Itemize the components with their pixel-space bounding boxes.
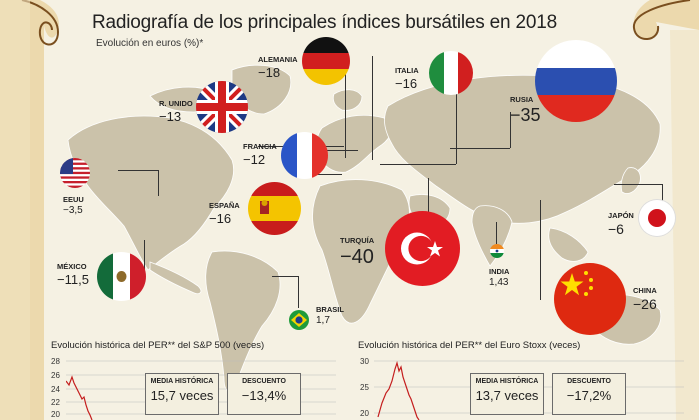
sp500-descuento-box: DESCUENTO −13,4% (227, 373, 301, 415)
sp500-y-tick: 22 (51, 398, 60, 407)
sp500-y-tick: 26 (51, 371, 60, 380)
russia-flag-icon (535, 40, 617, 122)
country-russia: RUSIA −35 (510, 96, 541, 124)
sp500-y-tick: 24 (51, 385, 60, 394)
country-spain: ESPAÑA −16 (209, 202, 240, 225)
sp500-series-line (66, 375, 93, 420)
sp500-y-tick: 28 (51, 357, 60, 366)
india-flag-icon (490, 244, 504, 258)
leader-line (662, 184, 663, 206)
country-name: ESPAÑA (209, 201, 240, 210)
leader-line (118, 170, 158, 171)
country-value: −26 (633, 295, 657, 312)
leader-line (345, 58, 346, 158)
eurostoxx-y-tick: 30 (360, 357, 369, 366)
country-value: −12 (243, 151, 266, 167)
country-france: FRANCIA −12 (243, 143, 277, 166)
country-name: FRANCIA (243, 142, 277, 151)
sp500-chart-title: Evolución histórica del PER** del S&P 50… (51, 340, 265, 351)
sp500-media-box: MEDIA HISTÓRICA 15,7 veces (145, 373, 219, 415)
usa-flag-icon (60, 158, 90, 188)
brazil-flag-icon (289, 310, 309, 330)
country-name: ALEMANIA (258, 55, 298, 64)
leader-line (380, 164, 456, 165)
country-value: −35 (510, 104, 541, 125)
mexico-flag-icon (97, 252, 146, 301)
china-flag-icon (554, 263, 626, 335)
leader-line (428, 178, 429, 214)
country-value: 1,7 (316, 314, 330, 326)
page-title: Radiografía de los principales índices b… (92, 12, 557, 33)
country-value: −18 (258, 64, 281, 80)
eurostoxx-y-tick: 25 (360, 383, 369, 392)
leader-line (614, 184, 662, 185)
leader-line (510, 112, 511, 148)
leader-line (450, 148, 510, 149)
sp500-y-tick: 20 (51, 410, 60, 419)
leader-line (322, 150, 358, 151)
country-japan: JAPÓN −6 (608, 212, 634, 236)
media-label: MEDIA HISTÓRICA (150, 378, 214, 385)
page-subtitle: Evolución en euros (%)* (96, 38, 204, 49)
leader-line (144, 240, 145, 270)
country-brasil: BRASIL 1,7 (316, 306, 344, 326)
country-value: −11,5 (57, 271, 89, 287)
descuento-value: −17,2% (566, 388, 612, 403)
leader-line (456, 90, 457, 164)
eurostoxx-descuento-box: DESCUENTO −17,2% (552, 373, 626, 415)
media-value: 13,7 veces (475, 388, 539, 403)
leader-line (372, 56, 373, 160)
eurostoxx-y-tick: 20 (360, 409, 369, 418)
france-flag-icon (281, 132, 328, 179)
leader-line (272, 276, 298, 277)
country-name: TURQUÍA (340, 236, 375, 245)
leader-line (300, 174, 342, 175)
country-turkey: TURQUÍA −40 (340, 237, 374, 267)
country-name: INDIA (489, 267, 510, 276)
country-name: ITALIA (395, 66, 419, 75)
country-name: MÉXICO (57, 262, 87, 271)
descuento-value: −13,4% (241, 388, 287, 403)
uk-flag-icon (196, 81, 248, 133)
eurostoxx-media-box: MEDIA HISTÓRICA 13,7 veces (470, 373, 544, 415)
country-china: CHINA −26 (633, 287, 657, 311)
eurostoxx-chart-title: Evolución histórica del PER** del Euro S… (358, 340, 581, 351)
leader-line (158, 170, 159, 196)
media-value: 15,7 veces (150, 388, 214, 403)
turkey-flag-icon (385, 211, 460, 286)
country-name: JAPÓN (608, 211, 634, 220)
country-uk: R. UNIDO −13 (159, 100, 193, 123)
descuento-label: DESCUENTO (242, 378, 286, 385)
country-usa: EEUU −3,5 (63, 196, 84, 216)
country-value: −16 (395, 75, 418, 91)
country-name: CHINA (633, 286, 657, 295)
spain-flag-icon (248, 182, 301, 235)
italy-flag-icon (429, 51, 473, 95)
country-name: EEUU (63, 195, 84, 204)
country-value: −16 (209, 210, 232, 226)
country-value: −40 (340, 245, 374, 268)
country-name: BRASIL (316, 305, 344, 314)
germany-flag-icon (302, 37, 350, 85)
leader-line (298, 276, 299, 308)
descuento-label: DESCUENTO (567, 378, 611, 385)
country-value: −13 (159, 108, 182, 124)
leader-line (540, 200, 541, 300)
country-germany: ALEMANIA −18 (258, 56, 298, 79)
country-name: R. UNIDO (159, 99, 193, 108)
japan-flag-icon (639, 200, 675, 236)
country-italy: ITALIA −16 (395, 67, 419, 90)
country-name: RUSIA (510, 95, 534, 104)
country-value: −3,5 (63, 204, 83, 216)
country-mexico: MÉXICO −11,5 (57, 263, 89, 286)
country-india: INDIA 1,43 (489, 268, 509, 288)
media-label: MEDIA HISTÓRICA (475, 378, 539, 385)
country-value: 1,43 (489, 276, 509, 288)
eurostoxx-series-line (377, 360, 420, 420)
leader-line (496, 222, 497, 244)
country-value: −6 (608, 220, 624, 237)
